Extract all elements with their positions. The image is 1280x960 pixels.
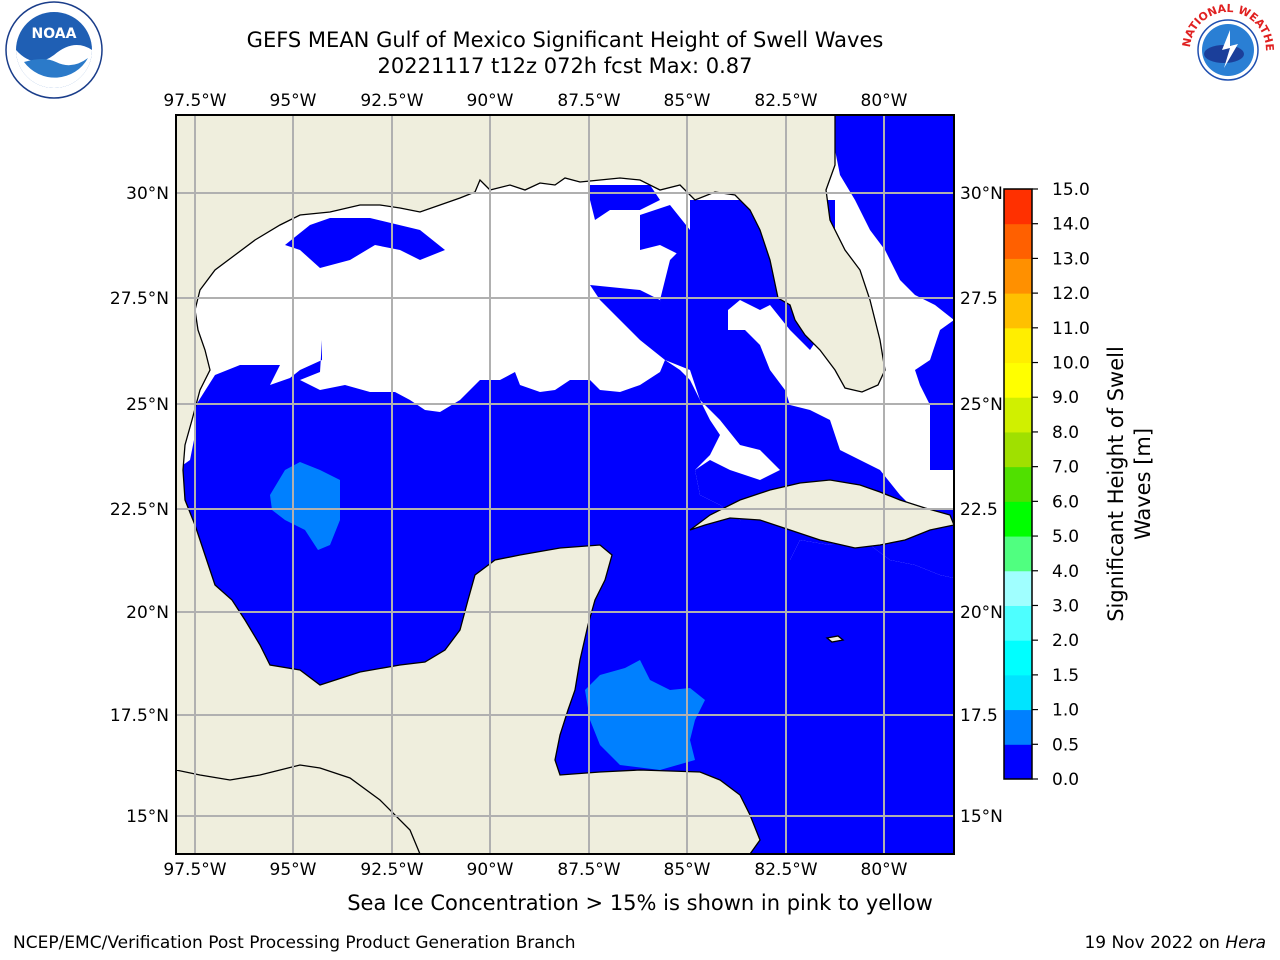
nws-logo: NATIONAL WEATHER SERVICE xyxy=(1178,2,1276,96)
colorbar-tick-label: 11.0 xyxy=(1052,319,1090,339)
colorbar-block xyxy=(1004,397,1032,433)
colorbar-block xyxy=(1004,674,1032,711)
lat-label-left: 30°N xyxy=(126,184,169,204)
colorbar-block xyxy=(1004,362,1032,398)
colorbar-tick-label: 8.0 xyxy=(1052,423,1079,443)
noaa-logo-text: NOAA xyxy=(32,26,77,42)
colorbar-tick-label: 7.0 xyxy=(1052,458,1079,478)
colorbar-tick-label: 15.0 xyxy=(1052,180,1090,200)
footer-date-text: 19 Nov 2022 on xyxy=(1084,933,1226,953)
colorbar-tick-label: 0.0 xyxy=(1052,770,1079,790)
right-lat-labels: 30°N 27.5 25°N 22.5 20°N 17.5 15°N xyxy=(960,184,1003,827)
footer-date: 19 Nov 2022 on Hera xyxy=(1084,933,1266,953)
colorbar-tick-label: 6.0 xyxy=(1052,492,1079,512)
colorbar-block xyxy=(1004,223,1032,259)
colorbar-block xyxy=(1004,744,1032,780)
footer-host: Hera xyxy=(1225,933,1266,953)
lon-label-bottom: 90°W xyxy=(467,860,514,880)
bottom-lon-labels: 97.5°W 95°W 92.5°W 90°W 87.5°W 85°W 82.5… xyxy=(163,860,907,880)
lon-label-top: 95°W xyxy=(270,91,317,111)
lon-label-top: 97.5°W xyxy=(163,91,226,111)
graticule xyxy=(176,115,954,854)
lat-label-left: 15°N xyxy=(126,807,169,827)
lat-label-left: 20°N xyxy=(126,603,169,623)
colorbar-block xyxy=(1004,189,1032,225)
colorbar-block xyxy=(1004,258,1032,294)
colorbar-tick-label: 12.0 xyxy=(1052,284,1090,304)
colorbar-block xyxy=(1004,536,1032,572)
colorbar-block xyxy=(1004,605,1032,641)
colorbar-block xyxy=(1004,293,1032,329)
lon-label-bottom: 97.5°W xyxy=(163,860,226,880)
lon-label-bottom: 82.5°W xyxy=(754,860,817,880)
lon-label-top: 92.5°W xyxy=(360,91,423,111)
land xyxy=(176,115,954,854)
lat-label-left: 27.5°N xyxy=(110,289,169,309)
lon-label-top: 90°W xyxy=(467,91,514,111)
swell-patch-west xyxy=(270,462,340,550)
colorbar-block xyxy=(1004,327,1032,364)
colorbar-tick-label: 0.5 xyxy=(1052,735,1079,755)
lat-label-right: 30°N xyxy=(960,184,1003,204)
left-lat-labels: 30°N 27.5°N 25°N 22.5°N 20°N 17.5°N 15°N xyxy=(110,184,169,827)
lat-label-left: 22.5°N xyxy=(110,500,169,520)
colorbar-ticks: 0.0 0.5 1.0 1.5 2.0 3.0 4.0 5.0 6.0 7.0 8.0 9.0 10.0… xyxy=(1032,180,1090,790)
colorbar-tick-label: 3.0 xyxy=(1052,596,1079,616)
colorbar-tick-label: 10.0 xyxy=(1052,354,1090,374)
lon-label-top: 82.5°W xyxy=(754,91,817,111)
colorbar-frame xyxy=(1003,188,1033,780)
colorbar-tick-label: 2.0 xyxy=(1052,631,1079,651)
lat-label-left: 17.5°N xyxy=(110,706,169,726)
lat-label-right: 25°N xyxy=(960,395,1003,415)
colorbar-block xyxy=(1004,431,1032,468)
colorbar-block xyxy=(1004,501,1032,537)
map-title: GEFS MEAN Gulf of Mexico Significant Hei… xyxy=(246,28,884,52)
lat-label-right: 27.5 xyxy=(960,289,998,309)
lat-label-right: 20°N xyxy=(960,603,1003,623)
colorbar-label-line1: Significant Height of Swell xyxy=(1104,346,1128,622)
colorbar-block xyxy=(1004,466,1032,502)
lat-label-right: 15°N xyxy=(960,807,1003,827)
lon-label-bottom: 95°W xyxy=(270,860,317,880)
colorbar-tick-label: 9.0 xyxy=(1052,388,1079,408)
colorbar-tick-label: 1.5 xyxy=(1052,666,1079,686)
lon-label-bottom: 92.5°W xyxy=(360,860,423,880)
colorbar-block xyxy=(1004,640,1032,676)
lon-label-bottom: 80°W xyxy=(861,860,908,880)
lat-label-right: 22.5 xyxy=(960,500,998,520)
colorbar-block xyxy=(1004,709,1032,745)
noaa-logo: NOAA xyxy=(5,1,103,99)
lon-label-top: 85°W xyxy=(664,91,711,111)
lon-label-top: 80°W xyxy=(861,91,908,111)
colorbar-tick-label: 1.0 xyxy=(1052,701,1079,721)
colorbar-blocks xyxy=(1004,189,1032,780)
map-frame xyxy=(175,114,955,855)
lat-label-left: 25°N xyxy=(126,395,169,415)
footer-credit: NCEP/EMC/Verification Post Processing Pr… xyxy=(13,933,576,953)
map-subtitle: 20221117 t12z 072h fcst Max: 0.87 xyxy=(377,54,753,78)
colorbar-tick-label: 5.0 xyxy=(1052,527,1079,547)
lon-label-bottom: 87.5°W xyxy=(557,860,620,880)
lon-label-bottom: 85°W xyxy=(664,860,711,880)
colorbar-tick-label: 4.0 xyxy=(1052,562,1079,582)
colorbar-block xyxy=(1004,570,1032,606)
top-lon-labels: 97.5°W 95°W 92.5°W 90°W 87.5°W 85°W 82.5… xyxy=(163,91,907,111)
sea-ice-note: Sea Ice Concentration > 15% is shown in … xyxy=(347,891,933,915)
colorbar-tick-label: 14.0 xyxy=(1052,215,1090,235)
lat-label-right: 17.5 xyxy=(960,706,998,726)
colorbar-tick-label: 13.0 xyxy=(1052,249,1090,269)
lon-label-top: 87.5°W xyxy=(557,91,620,111)
colorbar-label-line2: Waves [m] xyxy=(1131,428,1155,540)
